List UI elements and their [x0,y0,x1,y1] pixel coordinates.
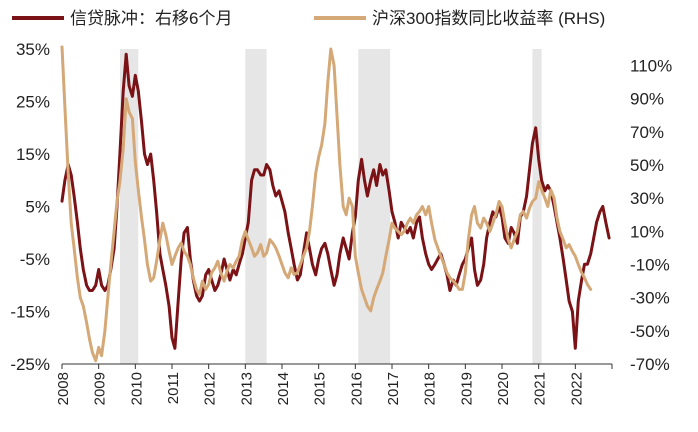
x-axis-ticks: 2008 2009 2010 2011 2012 2013 2014 2015 2016 2017… [55,372,585,405]
x-tick-label: 2019 [458,372,475,405]
y-left-tick-label: 35% [16,40,50,59]
legend-label-credit: 信贷脉冲：右移6个月 [70,9,232,28]
y-left-tick-label: -25% [10,355,50,374]
series-line-credit-impulse [60,52,611,350]
y-left-tick-label: -15% [10,303,50,322]
axes [61,363,613,369]
legend-label-csi300: 沪深300指数同比收益率 (RHS) [372,9,605,28]
x-tick-label: 2013 [238,372,255,405]
shaded-period-1 [245,49,267,364]
x-tick-label: 2022 [568,372,585,405]
y-axis-left-ticks: 35% 25% 15% 5% -5% -15% -25% [10,40,50,374]
x-tick-label: 2018 [422,372,439,405]
x-tick-label: 2020 [495,372,512,405]
y-right-tick-label: 90% [630,90,664,109]
y-right-tick-label: 70% [630,123,664,142]
x-tick-label: 2014 [275,372,292,405]
shaded-periods [119,49,542,364]
y-right-tick-label: 110% [630,57,672,76]
y-right-tick-label: -30% [630,289,670,308]
x-tick-label: 2021 [532,372,549,405]
x-tick-label: 2011 [165,372,182,404]
y-right-tick-label: 30% [630,189,664,208]
y-left-tick-label: 15% [16,145,50,164]
y-left-tick-label: 5% [25,198,50,217]
series-line-csi300 [60,45,593,363]
y-right-tick-label: -70% [630,355,670,374]
shaded-period-2 [358,49,391,364]
x-tick-label: 2016 [348,372,365,405]
series-lines [60,45,611,363]
x-tick-label: 2017 [385,372,402,405]
x-tick-label: 2010 [128,372,145,405]
y-right-tick-label: 10% [630,222,664,241]
y-left-tick-label: 25% [16,93,50,112]
x-tick-label: 2015 [312,372,329,405]
y-right-tick-label: -50% [630,322,670,341]
x-tick-label: 2008 [55,372,72,405]
shaded-period-3 [532,49,542,364]
y-left-tick-label: -5% [20,250,50,269]
x-tick-label: 2012 [202,372,219,405]
y-right-tick-label: 50% [630,156,664,175]
y-right-tick-label: -10% [630,256,670,275]
x-tick-label: 2009 [92,372,109,405]
y-axis-right-ticks: 110% 90% 70% 50% 30% 10% -10% -30% -50% -70% [630,57,672,374]
legend: 信贷脉冲：右移6个月 沪深300指数同比收益率 (RHS) [12,9,605,28]
